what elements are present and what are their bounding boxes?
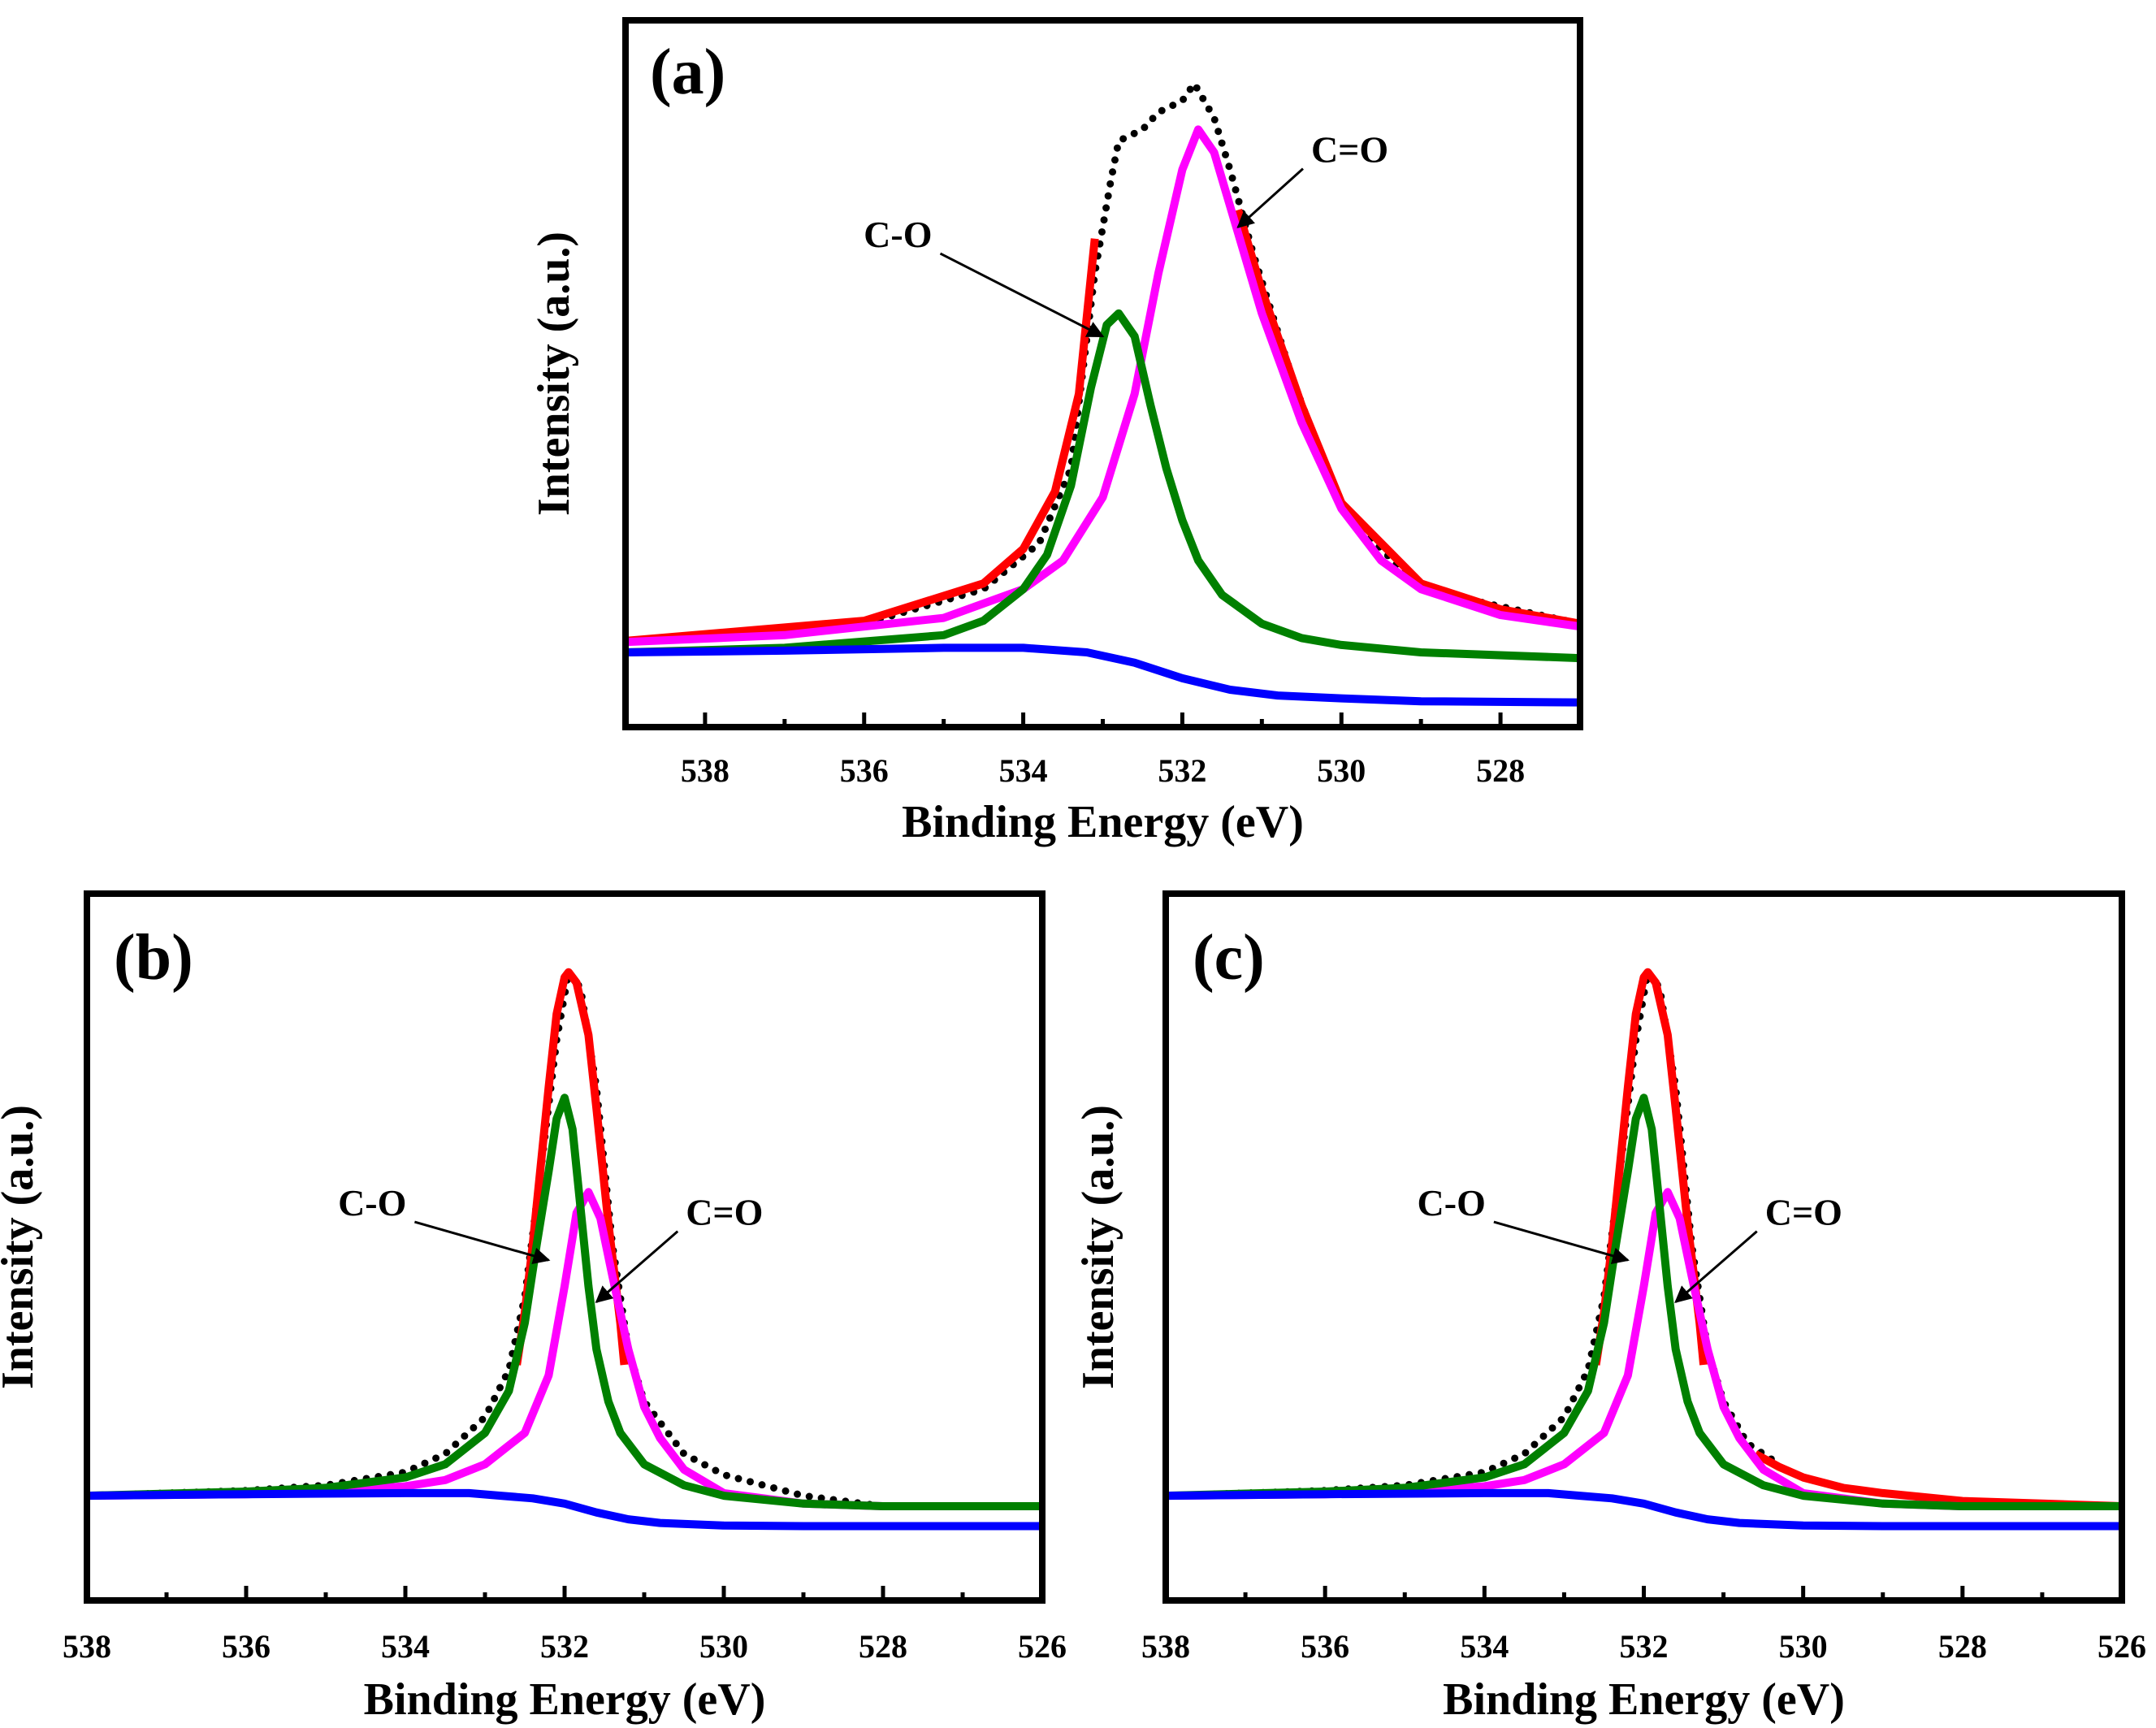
series-experimental	[87, 968, 1042, 1510]
x-axis-label: Binding Energy (eV)	[1443, 1674, 1845, 1725]
chart-panel-a: 538 536 534 532 530 528 (a) Binding Energy (eV)…	[529, 17, 1583, 847]
panel-label: (b)	[114, 922, 193, 994]
series-fitted-envelope	[513, 968, 629, 1366]
series-c-o-component	[87, 1094, 1042, 1510]
x-tick-label: 538	[63, 1628, 111, 1665]
series-group	[87, 968, 1042, 1531]
x-tick-label: 526	[1018, 1628, 1067, 1665]
x-tick-label: 532	[540, 1628, 589, 1665]
chart-panel-c: 538 536 534 532 530 528 526 (c) Binding Energy (…	[1073, 890, 2146, 1725]
panel-label: (a)	[650, 37, 725, 108]
annotation-label: C=O	[686, 1192, 763, 1233]
x-axis-label: Binding Energy (eV)	[902, 797, 1304, 847]
x-tick-label: 530	[699, 1628, 748, 1665]
series-c-o-component	[626, 309, 1580, 663]
series-fitted-envelope	[626, 208, 1580, 645]
x-tick-label: 536	[840, 752, 889, 789]
chart-panel-b: 538 536 534 532 530 528 526 (b) Binding Energy (…	[0, 890, 1067, 1725]
series-c-o-component	[87, 1188, 1042, 1510]
x-tick-label: 534	[1460, 1628, 1509, 1665]
x-tick-label: 530	[1779, 1628, 1828, 1665]
x-tick-label: 534	[381, 1628, 430, 1665]
annotation-label: C-O	[338, 1182, 406, 1223]
plot-frame	[622, 17, 1583, 730]
series-background	[1166, 1488, 2122, 1531]
series-c-o-component	[1166, 1094, 2122, 1510]
x-tick-label: 536	[222, 1628, 271, 1665]
x-tick-label: 530	[1317, 752, 1366, 789]
x-tick-label: 538	[681, 752, 729, 789]
x-tick-label: 532	[1620, 1628, 1669, 1665]
x-tick-label: 526	[2098, 1628, 2146, 1665]
y-axis-label: Intensity (a.u.)	[529, 232, 579, 516]
x-tick-label: 536	[1301, 1628, 1349, 1665]
y-axis-label: Intensity (a.u.)	[0, 1105, 43, 1389]
y-axis-label: Intensity (a.u.)	[1073, 1105, 1123, 1389]
panel-label: (c)	[1193, 922, 1265, 994]
x-tick-label: 528	[1476, 752, 1525, 789]
x-tick-label: 528	[859, 1628, 907, 1665]
annotation-label: C-O	[1418, 1182, 1486, 1223]
x-tick-label: 532	[1158, 752, 1206, 789]
annotation-arrow	[1674, 1230, 1758, 1304]
series-background	[87, 1488, 1042, 1531]
x-tick-label: 538	[1141, 1628, 1190, 1665]
annotation-label: C-O	[864, 214, 932, 255]
annotation-arrow	[413, 1220, 551, 1265]
annotation-label: C=O	[1765, 1192, 1842, 1233]
series-c-o-component	[626, 125, 1580, 647]
x-tick-label: 534	[999, 752, 1048, 789]
annotation-arrow	[939, 252, 1105, 338]
series-fitted-envelope	[1591, 968, 1708, 1366]
annotation-arrow	[595, 1230, 679, 1304]
x-tick-label: 528	[1938, 1628, 1987, 1665]
annotation-label: C=O	[1311, 129, 1388, 171]
series-group	[1166, 968, 2122, 1531]
annotation-arrow	[1236, 167, 1304, 229]
x-axis-label: Binding Energy (eV)	[364, 1674, 766, 1725]
series-group	[626, 80, 1580, 707]
series-c-o-component	[1166, 1188, 2122, 1510]
series-experimental	[626, 80, 1580, 645]
series-background	[626, 643, 1580, 707]
annotation-arrow	[1493, 1220, 1630, 1265]
